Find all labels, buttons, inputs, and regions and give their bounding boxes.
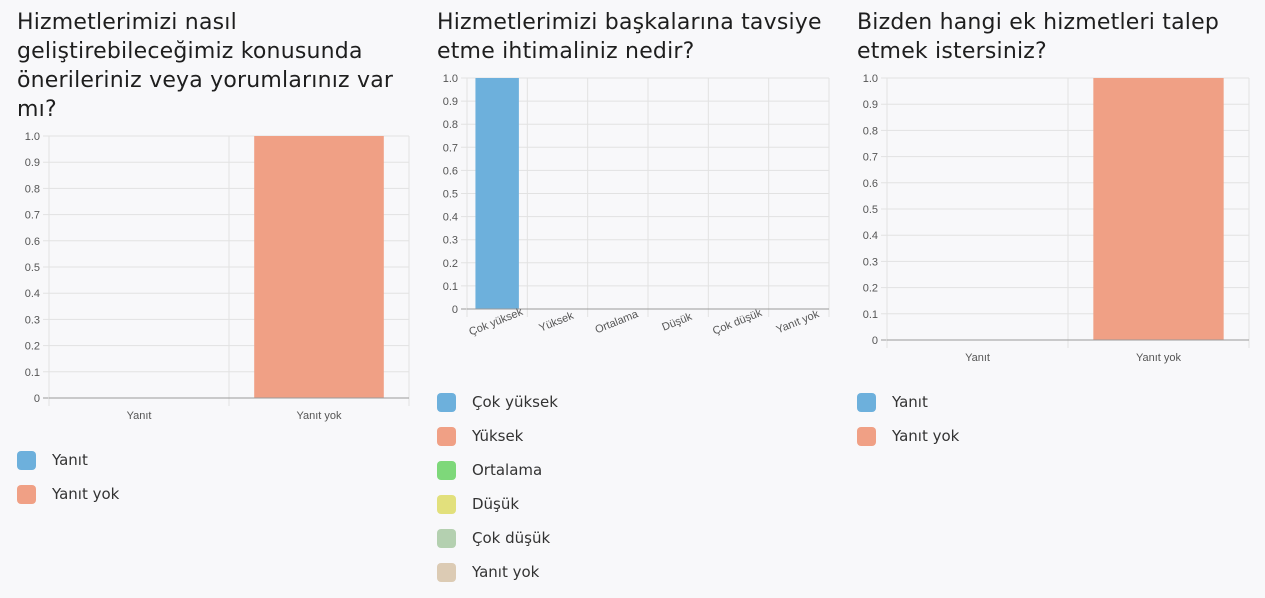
y-tick-label: 0.1 xyxy=(25,367,40,379)
y-tick-label: 0.2 xyxy=(25,341,40,353)
y-tick-label: 0.4 xyxy=(863,230,878,242)
legend-label: Yüksek xyxy=(472,427,524,445)
y-tick-label: 0.6 xyxy=(25,236,40,248)
legend-item-cok-yuksek[interactable]: Çok yüksek xyxy=(437,385,558,419)
legend-label: Yanıt xyxy=(892,393,928,411)
x-tick-label: Çok yüksek xyxy=(467,306,525,339)
chart-title: Bizden hangi ek hizmetleri talep etmek i… xyxy=(857,10,1220,64)
y-tick-label: 0.3 xyxy=(25,314,40,326)
bar-chart-additional-services: 0 0.1 0.2 0.3 0.4 0.5 0.6 0.7 0.8 0.9 1.0 Yanıt Yanı… xyxy=(863,73,1250,364)
legend-swatch xyxy=(857,392,876,412)
y-tick-label: 1.0 xyxy=(443,73,458,85)
y-tick-label: 0.7 xyxy=(443,142,458,154)
chart-legend: Yanıt Yanıt yok xyxy=(857,385,959,453)
y-tick-label: 0 xyxy=(34,393,40,405)
legend-label: Çok düşük xyxy=(472,529,551,547)
x-tick-label: Ortalama xyxy=(593,308,640,336)
x-tick-label: Yüksek xyxy=(537,310,575,335)
y-tick-label: 0.1 xyxy=(863,309,878,321)
chart-panel-additional-services: Bizden hangi ek hizmetleri talep etmek i… xyxy=(857,0,1257,598)
x-tick-label: Çok düşük xyxy=(711,307,764,338)
chart-legend: Yanıt Yanıt yok xyxy=(17,443,119,511)
y-tick-label: 0.3 xyxy=(443,235,458,247)
bar xyxy=(1093,78,1224,340)
x-tick-label: Yanıt xyxy=(965,352,990,364)
legend-item-yanit-yok[interactable]: Yanıt yok xyxy=(437,555,558,589)
legend-swatch xyxy=(857,426,876,446)
legend-swatch xyxy=(437,392,456,412)
x-tick-label: Yanıt yok xyxy=(775,308,822,336)
bar xyxy=(475,78,519,309)
legend-label: Yanıt yok xyxy=(52,485,120,503)
y-tick-label: 0.4 xyxy=(25,288,40,300)
legend-item-yanit-yok[interactable]: Yanıt yok xyxy=(857,419,959,453)
y-tick-label: 0.3 xyxy=(863,256,878,268)
y-tick-label: 0.7 xyxy=(25,210,40,222)
y-tick-label: 0.6 xyxy=(863,178,878,190)
legend-swatch xyxy=(17,484,36,504)
x-tick-label: Yanıt yok xyxy=(296,410,342,422)
legend-swatch xyxy=(437,562,456,582)
legend-label: Çok yüksek xyxy=(472,393,558,411)
legend-item-yanit[interactable]: Yanıt xyxy=(857,385,959,419)
x-tick-label: Yanıt xyxy=(127,410,152,422)
y-tick-label: 0.1 xyxy=(443,281,458,293)
bar-chart-suggestions: 0 0.1 0.2 0.3 0.4 0.5 0.6 0.7 0.8 0.9 1.0 Yanıt Yanı… xyxy=(25,131,410,422)
bar xyxy=(254,136,384,398)
chart-title: Hizmetlerimizi nasıl geliştirebileceğimi… xyxy=(17,10,394,122)
y-tick-label: 0.5 xyxy=(863,204,878,216)
legend-swatch xyxy=(17,450,36,470)
legend-label: Yanıt yok xyxy=(892,427,960,445)
chart-legend: Çok yüksek Yüksek Ortalama Düşük Çok düş… xyxy=(437,385,558,589)
y-tick-label: 0.2 xyxy=(443,258,458,270)
legend-swatch xyxy=(437,494,456,514)
y-tick-label: 0 xyxy=(872,335,878,347)
bar-chart-recommend: 0 0.1 0.2 0.3 0.4 0.5 0.6 0.7 0.8 0.9 1.0 Çok yükse… xyxy=(443,73,830,339)
legend-label: Düşük xyxy=(472,495,520,513)
legend-swatch xyxy=(437,528,456,548)
legend-item-cok-dusuk[interactable]: Çok düşük xyxy=(437,521,558,555)
legend-item-ortalama[interactable]: Ortalama xyxy=(437,453,558,487)
y-tick-label: 0.5 xyxy=(443,189,458,201)
x-tick-label: Düşük xyxy=(660,311,694,334)
legend-item-dusuk[interactable]: Düşük xyxy=(437,487,558,521)
y-tick-label: 0.4 xyxy=(443,212,458,224)
chart-title: Hizmetlerimizi başkalarına tavsiye etme … xyxy=(437,10,822,64)
y-tick-label: 0 xyxy=(452,304,458,316)
y-tick-label: 0.8 xyxy=(863,125,878,137)
y-tick-label: 1.0 xyxy=(25,131,40,143)
legend-label: Yanıt xyxy=(52,451,88,469)
y-tick-label: 0.7 xyxy=(863,152,878,164)
legend-label: Yanıt yok xyxy=(472,563,540,581)
legend-item-yanit[interactable]: Yanıt xyxy=(17,443,119,477)
y-tick-label: 0.9 xyxy=(25,157,40,169)
legend-swatch xyxy=(437,426,456,446)
y-tick-label: 1.0 xyxy=(863,73,878,85)
y-tick-label: 0.2 xyxy=(863,283,878,295)
y-tick-label: 0.5 xyxy=(25,262,40,274)
x-tick-label: Yanıt yok xyxy=(1136,352,1182,364)
legend-label: Ortalama xyxy=(472,461,543,479)
y-tick-label: 0.8 xyxy=(443,119,458,131)
y-tick-label: 0.9 xyxy=(443,96,458,108)
y-tick-label: 0.6 xyxy=(443,165,458,177)
chart-panel-suggestions: Hizmetlerimizi nasıl geliştirebileceğimi… xyxy=(17,0,417,598)
chart-panel-recommend: Hizmetlerimizi başkalarına tavsiye etme … xyxy=(437,0,837,598)
legend-item-yanit-yok[interactable]: Yanıt yok xyxy=(17,477,119,511)
y-tick-label: 0.9 xyxy=(863,99,878,111)
y-tick-label: 0.8 xyxy=(25,183,40,195)
legend-swatch xyxy=(437,460,456,480)
legend-item-yuksek[interactable]: Yüksek xyxy=(437,419,558,453)
